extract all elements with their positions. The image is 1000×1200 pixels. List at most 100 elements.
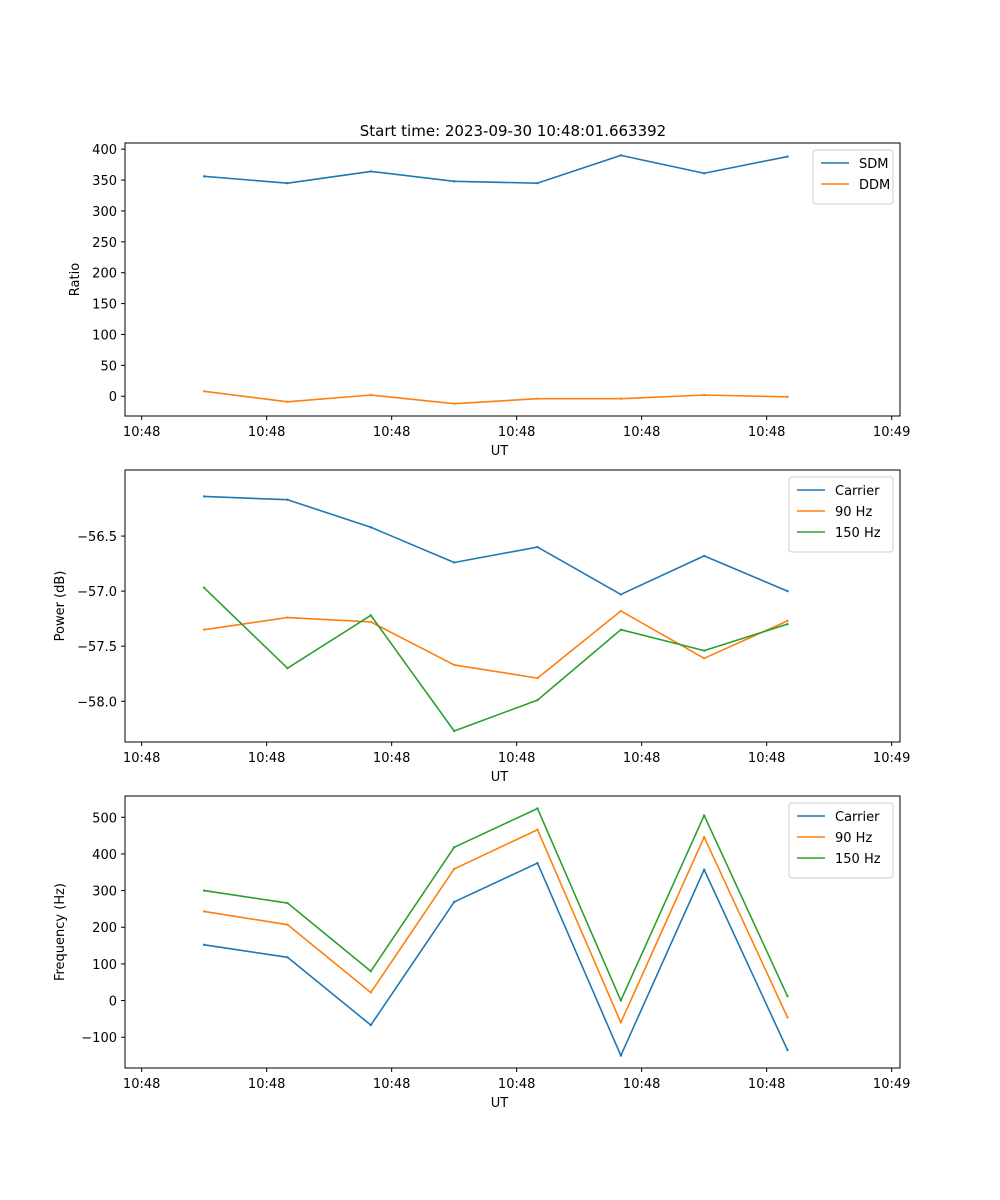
x-axis-label: UT <box>491 1096 509 1111</box>
y-tick-label: −100 <box>81 1031 117 1046</box>
y-tick-label: 500 <box>92 811 117 826</box>
legend-label: 90 Hz <box>835 831 872 846</box>
data-point <box>702 554 706 558</box>
x-tick-label: 10:48 <box>748 751 785 766</box>
x-tick-label: 10:48 <box>748 1077 785 1092</box>
y-tick-label: 100 <box>92 328 117 343</box>
series-line-90-hz <box>204 610 788 679</box>
data-point <box>286 667 289 670</box>
y-tick-label: 50 <box>100 359 117 374</box>
data-point <box>202 889 206 892</box>
data-point <box>202 390 206 393</box>
y-tick-label: 200 <box>92 267 117 282</box>
data-point <box>536 181 539 185</box>
data-point <box>619 593 623 596</box>
data-point <box>286 498 289 501</box>
x-tick-label: 10:48 <box>373 1077 410 1092</box>
y-tick-label: −56.5 <box>77 530 117 545</box>
data-point <box>452 561 456 564</box>
x-tick-label: 10:48 <box>498 425 535 440</box>
data-point <box>369 614 373 617</box>
x-tick-label: 10:48 <box>248 1077 285 1092</box>
y-tick-label: 0 <box>109 995 117 1010</box>
data-point <box>202 495 206 498</box>
data-point <box>369 970 373 973</box>
data-point <box>702 657 706 660</box>
y-tick-label: 300 <box>92 205 117 220</box>
data-point <box>786 155 789 158</box>
y-tick-label: 400 <box>92 143 117 158</box>
data-point <box>452 180 456 183</box>
legend: Carrier 90 Hz 150 Hz <box>788 476 894 553</box>
data-point <box>702 814 706 817</box>
data-point <box>619 1054 623 1057</box>
series-line-carrier <box>204 495 788 596</box>
data-point <box>619 1021 623 1024</box>
data-point <box>702 393 706 397</box>
data-point <box>369 170 373 173</box>
data-point <box>536 397 539 400</box>
data-point <box>702 868 706 871</box>
data-point <box>619 628 623 631</box>
x-tick-label: 10:48 <box>123 1077 160 1092</box>
y-tick-label: 200 <box>92 921 117 936</box>
data-point <box>619 397 623 400</box>
y-tick-label: 100 <box>92 958 117 973</box>
x-axis-label: UT <box>491 770 509 785</box>
data-point <box>536 676 539 680</box>
x-tick-label: 10:49 <box>873 1077 910 1092</box>
y-tick-label: −57.0 <box>77 585 117 600</box>
data-point <box>702 172 706 175</box>
chart-panel-1: 10:48 10:48 10:48 10:48 10:48 10:48 10:49 0 50 10… <box>68 142 910 459</box>
legend-box <box>788 802 894 879</box>
x-axis-label: UT <box>491 444 509 459</box>
legend: SDM DDM <box>812 149 894 205</box>
data-point <box>702 835 706 839</box>
data-point <box>202 910 206 913</box>
axes-frame <box>124 142 901 417</box>
data-point <box>452 900 456 904</box>
y-tick-label: 250 <box>92 236 117 251</box>
y-tick-label: 0 <box>109 390 117 405</box>
x-tick-label: 10:48 <box>748 425 785 440</box>
data-point <box>202 628 206 631</box>
axes-frame <box>124 795 901 1069</box>
series-line-sdm <box>204 154 788 184</box>
data-point <box>536 698 539 702</box>
legend-label: DDM <box>859 178 890 193</box>
figure-title: Start time: 2023-09-30 10:48:01.663392 <box>360 122 666 140</box>
data-point <box>286 901 289 905</box>
y-tick-label: 350 <box>92 174 117 189</box>
y-tick-label: 300 <box>92 885 117 900</box>
data-point <box>786 1016 789 1019</box>
data-point <box>452 729 456 733</box>
x-tick-label: 10:48 <box>123 751 160 766</box>
x-tick-label: 10:48 <box>623 751 660 766</box>
x-tick-label: 10:48 <box>373 751 410 766</box>
data-point <box>369 526 373 529</box>
y-axis-label: Frequency (Hz) <box>53 883 68 981</box>
series-line-ddm <box>204 390 788 405</box>
data-point <box>786 994 789 998</box>
legend: Carrier 90 Hz 150 Hz <box>788 802 894 879</box>
data-point <box>369 1023 373 1027</box>
legend-label: Carrier <box>835 810 880 825</box>
data-point <box>286 923 289 926</box>
data-point <box>786 589 789 593</box>
series-line-150-hz <box>204 807 789 1002</box>
data-point <box>202 943 206 947</box>
y-tick-label: −58.0 <box>77 695 117 710</box>
x-tick-label: 10:48 <box>623 1077 660 1092</box>
data-point <box>536 545 539 549</box>
x-tick-label: 10:49 <box>873 751 910 766</box>
y-axis-label: Power (dB) <box>53 571 68 642</box>
x-tick-label: 10:48 <box>373 425 410 440</box>
x-tick-label: 10:48 <box>498 1077 535 1092</box>
series-line-90-hz <box>204 828 789 1024</box>
data-point <box>452 846 456 849</box>
chart-panel-2: 10:48 10:48 10:48 10:48 10:48 10:48 10:49 −56.5… <box>53 469 910 785</box>
data-point <box>202 175 206 178</box>
data-point <box>536 807 539 810</box>
x-tick-label: 10:48 <box>123 425 160 440</box>
